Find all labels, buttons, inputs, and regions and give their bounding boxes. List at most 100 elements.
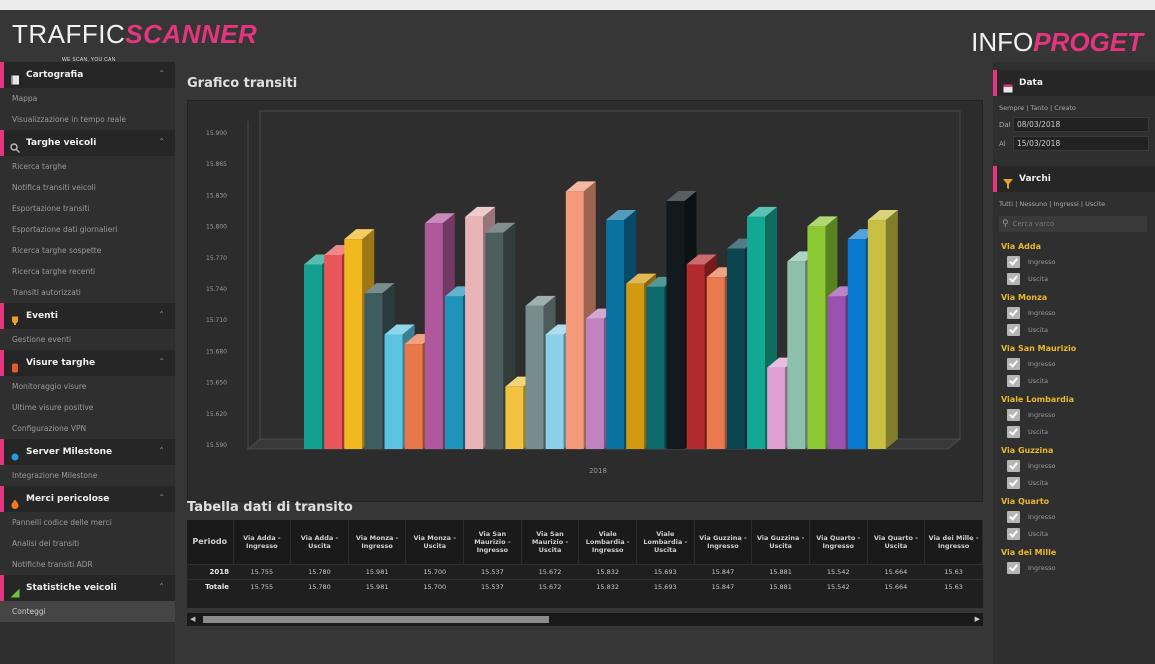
chevron-icon[interactable]: ⌃ xyxy=(158,493,165,502)
sidebar-item[interactable]: Gestione eventi xyxy=(12,335,72,344)
table-cell: 15.664 xyxy=(867,578,925,594)
gate-option[interactable]: Ingresso xyxy=(993,508,1155,525)
date-filters[interactable]: Sempre | Tanto | Creato xyxy=(999,104,1076,112)
checkbox-checked-icon[interactable] xyxy=(1007,374,1020,387)
column-header-period[interactable]: Periodo xyxy=(187,520,234,564)
checkbox-checked-icon[interactable] xyxy=(1007,357,1020,370)
scroll-left-icon[interactable]: ◀ xyxy=(190,615,196,623)
gate-search-input[interactable]: ⚲ Cerca varco xyxy=(999,216,1147,232)
infoproget-logo[interactable]: INFOPROGET xyxy=(971,28,1143,56)
gate-option[interactable]: Ingresso xyxy=(993,406,1155,423)
chart-title: Grafico transiti xyxy=(187,76,298,91)
date-from-label: Dal xyxy=(999,120,1011,129)
sidebar-item[interactable]: Notifica transiti veicoli xyxy=(12,183,96,192)
checkbox-checked-icon[interactable] xyxy=(1007,425,1020,438)
sidebar-section-1[interactable]: Targhe veicoli ⌃ xyxy=(0,130,175,156)
gate-option[interactable]: Uscita xyxy=(993,372,1155,389)
sidebar-item[interactable]: Esportazione dati giornalieri xyxy=(12,225,118,234)
sidebar-item[interactable]: Mappa xyxy=(12,94,38,103)
chevron-icon[interactable]: ⌃ xyxy=(158,310,165,319)
sidebar-item[interactable]: Pannelli codice delle merci xyxy=(12,518,112,527)
sidebar-item[interactable]: Configurazione VPN xyxy=(12,424,87,433)
sidebar-item[interactable]: Analisi dei transiti xyxy=(12,539,80,548)
checkbox-checked-icon[interactable] xyxy=(1007,561,1020,574)
column-header[interactable]: Via Adda - Uscita xyxy=(290,520,349,564)
sidebar-section-0[interactable]: Cartografia ⌃ xyxy=(0,62,175,88)
column-header[interactable]: Via Guzzina - Uscita xyxy=(751,520,810,564)
column-header[interactable]: Via Monza - Uscita xyxy=(405,520,465,564)
date-from-field[interactable]: 08/03/2018 xyxy=(1013,117,1149,132)
gate-option[interactable]: Uscita xyxy=(993,474,1155,491)
chevron-icon[interactable]: ⌃ xyxy=(158,446,165,455)
column-header[interactable]: Via San Maurizio - Uscita xyxy=(521,520,580,564)
checkbox-checked-icon[interactable] xyxy=(1007,510,1020,523)
table-cell: 15.700 xyxy=(405,578,464,594)
date-to-field[interactable]: 15/03/2018 xyxy=(1013,136,1149,151)
column-header[interactable]: Via Quarto - Ingresso xyxy=(809,520,868,564)
gate-option[interactable]: Ingresso xyxy=(993,559,1155,576)
chevron-icon[interactable]: ⌃ xyxy=(158,137,165,146)
sidebar-item[interactable]: Notifiche transiti ADR xyxy=(12,560,93,569)
gate-option[interactable]: Ingresso xyxy=(993,355,1155,372)
sidebar-item[interactable]: Esportazione transiti xyxy=(12,204,90,213)
column-header[interactable]: Via Adda - Ingresso xyxy=(233,520,292,564)
column-header[interactable]: Viale Lombardia - Uscita xyxy=(636,520,695,564)
chart-svg: 15.900 15.865 15.830 15.800 15.770 15.740 15.7… xyxy=(206,110,962,475)
scroll-right-icon[interactable]: ▶ xyxy=(974,615,980,623)
gate-option[interactable]: Uscita xyxy=(993,270,1155,287)
sidebar-section-6[interactable]: Statistiche veicoli ⌃ xyxy=(0,575,175,601)
y-tick-label: 15.740 xyxy=(206,286,227,293)
date-section-header[interactable]: Data xyxy=(993,70,1155,96)
sidebar-item[interactable]: Ultime visure positive xyxy=(12,403,94,412)
chevron-icon[interactable]: ⌃ xyxy=(158,582,165,591)
checkbox-checked-icon[interactable] xyxy=(1007,306,1020,319)
sidebar-section-5[interactable]: Merci pericolose ⌃ xyxy=(0,486,175,512)
column-header[interactable]: Via Monza - Ingresso xyxy=(348,520,407,564)
gate-option[interactable]: Uscita xyxy=(993,321,1155,338)
sidebar-item[interactable]: Ricerca targhe xyxy=(12,162,67,171)
sidebar-section-2[interactable]: Eventi ⌃ xyxy=(0,303,175,329)
chevron-icon[interactable]: ⌃ xyxy=(158,69,165,78)
traffic-scanner-logo[interactable]: TRAFFICSCANNER WE SCAN, YOU CAN xyxy=(12,20,257,63)
right-sidebar: Data Sempre | Tanto | Creato Dal 08/03/2… xyxy=(993,62,1155,664)
sidebar-item[interactable]: Integrazione Milestone xyxy=(12,471,98,480)
gate-option[interactable]: Uscita xyxy=(993,423,1155,440)
table-cell: 15.63 xyxy=(924,563,983,579)
gate-option[interactable]: Ingresso xyxy=(993,253,1155,270)
gate-filters[interactable]: Tutti | Nessuno | Ingressi | Uscite xyxy=(999,200,1106,208)
gate-option[interactable]: Ingresso xyxy=(993,304,1155,321)
horizontal-scrollbar[interactable]: ◀ ▶ xyxy=(187,613,983,626)
sidebar-item[interactable]: Ricerca targhe sospette xyxy=(12,246,102,255)
sidebar-item[interactable]: Ricerca targhe recenti xyxy=(12,267,96,276)
column-header[interactable]: Via Guzzina - Ingresso xyxy=(694,520,753,564)
checkbox-checked-icon[interactable] xyxy=(1007,527,1020,540)
sidebar-item[interactable]: Transiti autorizzati xyxy=(12,288,81,297)
table-cell: 15.700 xyxy=(405,563,464,579)
checkbox-checked-icon[interactable] xyxy=(1007,459,1020,472)
checkbox-checked-icon[interactable] xyxy=(1007,255,1020,268)
column-header[interactable]: Via dei Mille - Ingresso xyxy=(924,520,983,564)
checkbox-checked-icon[interactable] xyxy=(1007,476,1020,489)
checkbox-checked-icon[interactable] xyxy=(1007,323,1020,336)
gate-option-label: Uscita xyxy=(1028,325,1049,334)
sidebar-section-3[interactable]: Visure targhe ⌃ xyxy=(0,350,175,376)
gate-option[interactable]: Uscita xyxy=(993,525,1155,542)
checkbox-checked-icon[interactable] xyxy=(1007,408,1020,421)
gate-option[interactable]: Ingresso xyxy=(993,457,1155,474)
sidebar-item[interactable]: Monitoraggio visure xyxy=(12,382,87,391)
sidebar-item[interactable]: Conteggi xyxy=(0,601,175,622)
table-title: Tabella dati di transito xyxy=(187,500,353,515)
column-header[interactable]: Viale Lombardia - Ingresso xyxy=(578,520,637,564)
bar-28[interactable] xyxy=(867,210,898,449)
table-cell: 15.693 xyxy=(636,578,695,594)
chevron-icon[interactable]: ⌃ xyxy=(158,357,165,366)
column-header[interactable]: Via San Maurizio - Ingresso xyxy=(463,520,522,564)
gates-section-header[interactable]: Varchi xyxy=(993,166,1155,192)
gate-option-label: Uscita xyxy=(1028,376,1049,385)
server-icon xyxy=(10,447,20,461)
sidebar-item[interactable]: Visualizzazione in tempo reale xyxy=(12,115,126,124)
scrollbar-thumb[interactable] xyxy=(203,616,549,623)
checkbox-checked-icon[interactable] xyxy=(1007,272,1020,285)
sidebar-section-4[interactable]: Server Milestone ⌃ xyxy=(0,439,175,465)
column-header[interactable]: Via Quarto - Uscita xyxy=(867,520,926,564)
